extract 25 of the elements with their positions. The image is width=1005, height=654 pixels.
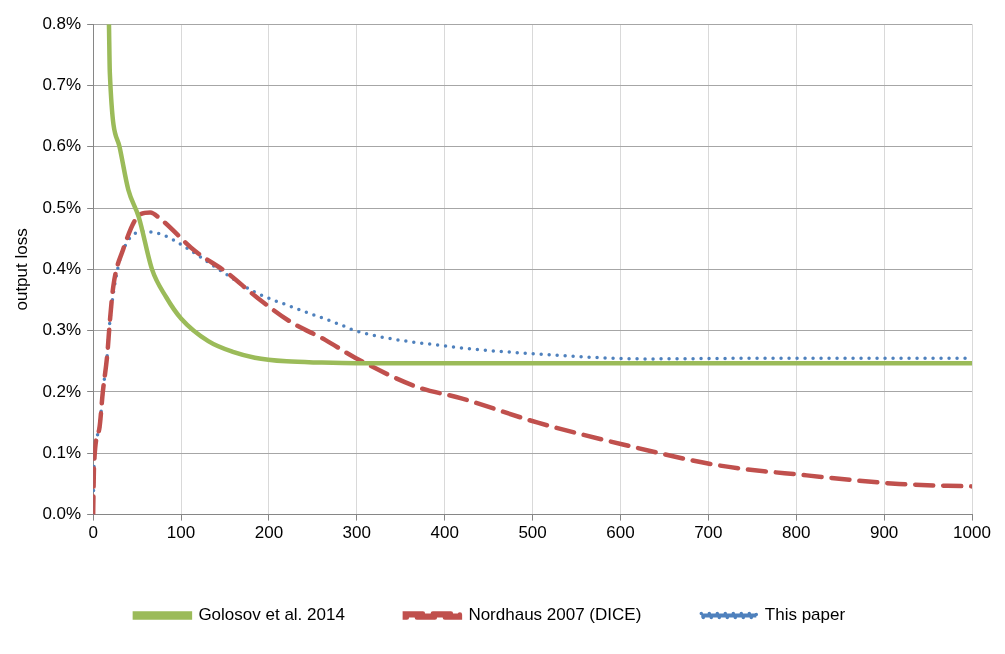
x-tick-label: 0: [88, 523, 98, 543]
x-tick-label: 500: [518, 523, 547, 543]
y-tick-label: 0.6%: [42, 136, 82, 156]
y-tick-label: 0.8%: [42, 13, 82, 33]
y-tick-label: 0.1%: [42, 442, 82, 462]
y-tick-label: 0.3%: [42, 320, 82, 340]
x-tick-label: 1000: [953, 523, 991, 543]
x-tick-label: 600: [606, 523, 635, 543]
line-series: [106, 24, 972, 366]
y-tick-label: 0.2%: [42, 381, 82, 401]
legend-label: Nordhaus 2007 (DICE): [468, 605, 642, 625]
y-tick-label: 0.5%: [42, 197, 82, 217]
x-tick-label: 300: [342, 523, 371, 543]
y-tick-label: 0.7%: [42, 75, 82, 95]
y-tick-label: 0.4%: [42, 259, 82, 279]
legend-label: This paper: [764, 605, 846, 625]
x-tick-label: 700: [694, 523, 723, 543]
x-tick-label: 800: [782, 523, 811, 543]
x-tick-label: 900: [869, 523, 899, 543]
x-tick-label: 100: [166, 523, 196, 543]
y-axis-title: output loss: [11, 228, 31, 311]
legend-label: Golosov et al. 2014: [198, 605, 345, 625]
y-tick-label: 0.0%: [42, 504, 82, 524]
x-tick-label: 200: [254, 523, 284, 543]
x-tick-label: 400: [430, 523, 459, 543]
